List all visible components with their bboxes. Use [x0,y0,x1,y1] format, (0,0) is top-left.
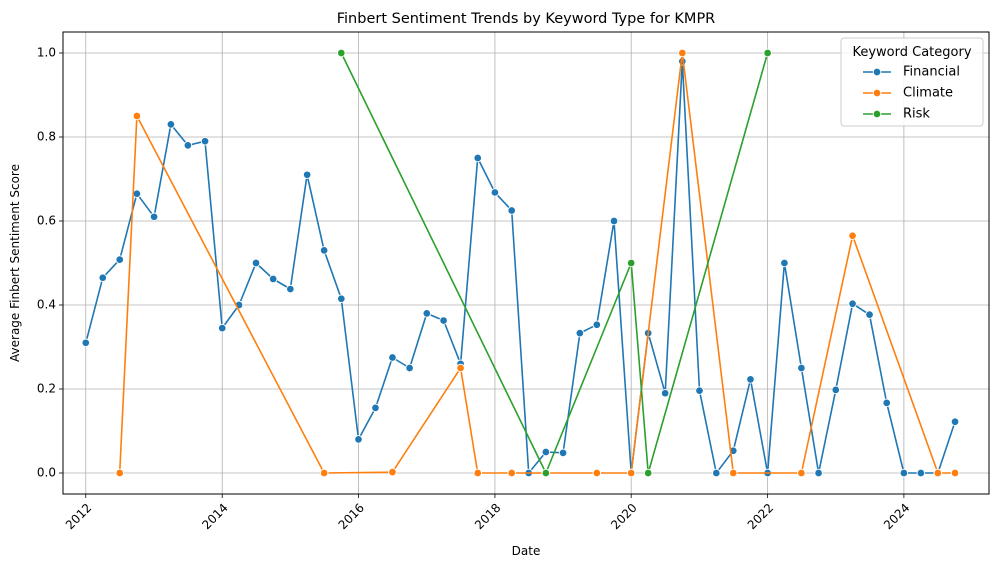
legend-items: Financial Climate Risk [863,65,960,122]
legend-marker-climate [872,88,882,98]
data-point-climate [950,468,960,478]
data-point-financial [405,363,414,373]
data-point-financial [319,246,329,255]
legend-item-financial: Financial [863,65,960,80]
data-point-financial [950,417,960,427]
data-point-climate [933,468,943,478]
y-axis-title: Average Finbert Sentiment Score [8,164,22,362]
data-point-climate [592,468,602,478]
legend-label-risk: Risk [903,107,930,122]
plot-frame [62,31,990,495]
data-point-financial [916,468,926,478]
data-point-financial [286,284,295,294]
data-point-financial [388,353,397,362]
data-point-climate [848,231,857,240]
data-point-financial [115,255,124,264]
data-point-financial [541,447,551,457]
data-point-climate [388,467,397,477]
data-point-financial [831,385,841,395]
data-point-risk [626,258,636,268]
data-point-financial [507,206,516,215]
data-point-financial [660,388,670,398]
data-point-financial [592,320,602,329]
data-point-financial [814,468,823,478]
x-axis-title: Date [512,544,541,558]
grid-lines [63,32,989,494]
data-point-financial [473,153,482,163]
series-risk [337,48,772,478]
data-point-financial [183,141,193,150]
data-point-climate [797,468,806,478]
data-point-financial [251,258,261,268]
data-point-financial [490,188,500,197]
data-point-climate [729,468,738,478]
data-point-financial [200,136,210,146]
data-point-financial [302,170,312,180]
data-point-financial [746,375,755,384]
y-tick-label: 1.0 [37,46,56,60]
data-point-financial [797,363,806,373]
data-point-financial [354,435,363,444]
data-point-financial [712,468,721,478]
data-point-financial [422,309,432,318]
y-tick-label: 0.2 [37,382,56,396]
data-point-financial [81,338,91,348]
data-point-climate [626,468,636,478]
legend-label-climate: Climate [903,86,953,101]
data-point-financial [848,299,857,308]
data-point-financial [371,403,380,413]
legend-item-climate: Climate [863,86,953,101]
y-tick-label: 0.0 [37,466,56,480]
data-point-climate [456,363,465,373]
data-point-financial [695,386,704,395]
y-tick-label: 0.6 [37,214,56,228]
data-point-climate [473,468,482,478]
data-point-risk [541,468,551,478]
data-point-financial [98,273,108,282]
chart-title: Finbert Sentiment Trends by Keyword Type… [337,11,716,27]
data-point-climate [507,468,516,478]
data-point-financial [609,216,619,226]
data-point-climate [115,468,124,478]
data-point-financial [166,120,176,129]
data-point-climate [132,111,142,121]
data-point-risk [643,468,653,478]
legend-box [840,37,984,127]
data-point-risk [763,48,772,58]
y-tick-label: 0.4 [37,298,56,312]
data-point-financial [882,398,891,408]
data-point-financial [268,274,278,284]
data-point-financial [558,448,568,458]
series-line-climate [118,52,955,474]
data-point-climate [678,48,687,58]
legend-marker-risk [872,109,882,119]
data-point-financial [865,310,874,319]
data-point-financial [899,468,909,478]
legend-title: Keyword Category [852,45,971,60]
data-point-climate [319,468,329,478]
y-tick-label: 0.8 [37,130,56,144]
legend-marker-financial [872,67,882,77]
legend: Keyword Category Financial Climate Risk [840,37,984,127]
legend-item-risk: Risk [863,107,930,122]
data-point-financial [575,328,585,338]
series-line-financial [85,60,956,474]
data-point-risk [337,48,346,58]
data-point-financial [149,212,159,222]
data-point-financial [132,189,142,198]
data-point-financial [780,258,789,268]
data-point-financial [217,323,227,333]
legend-label-financial: Financial [903,65,960,80]
data-point-financial [439,316,448,325]
data-point-financial [337,294,346,303]
series-lines [81,48,960,478]
